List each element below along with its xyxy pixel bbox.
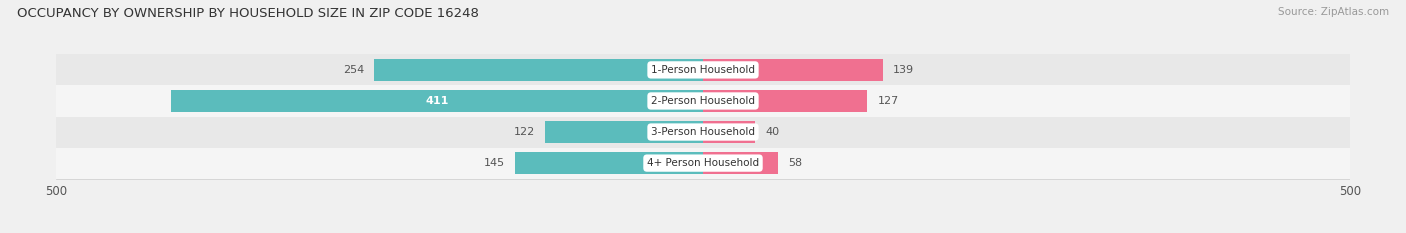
Text: 254: 254 — [343, 65, 364, 75]
Text: 58: 58 — [789, 158, 803, 168]
Bar — [56, 54, 1350, 86]
Bar — [374, 59, 703, 81]
Text: 145: 145 — [484, 158, 505, 168]
Bar — [172, 90, 703, 112]
Text: 1-Person Household: 1-Person Household — [651, 65, 755, 75]
Text: 2-Person Household: 2-Person Household — [651, 96, 755, 106]
Bar — [546, 121, 703, 143]
Bar — [56, 147, 1350, 179]
Bar — [56, 116, 1350, 147]
Bar — [56, 86, 1350, 116]
Text: 139: 139 — [893, 65, 914, 75]
Text: 3-Person Household: 3-Person Household — [651, 127, 755, 137]
Text: 4+ Person Household: 4+ Person Household — [647, 158, 759, 168]
Text: OCCUPANCY BY OWNERSHIP BY HOUSEHOLD SIZE IN ZIP CODE 16248: OCCUPANCY BY OWNERSHIP BY HOUSEHOLD SIZE… — [17, 7, 479, 20]
Text: 122: 122 — [513, 127, 534, 137]
Bar — [703, 90, 868, 112]
Bar — [703, 121, 755, 143]
Bar — [703, 152, 778, 174]
Text: 411: 411 — [426, 96, 449, 106]
Bar — [703, 59, 883, 81]
Text: Source: ZipAtlas.com: Source: ZipAtlas.com — [1278, 7, 1389, 17]
Text: 40: 40 — [765, 127, 779, 137]
Text: 127: 127 — [877, 96, 898, 106]
Bar — [516, 152, 703, 174]
